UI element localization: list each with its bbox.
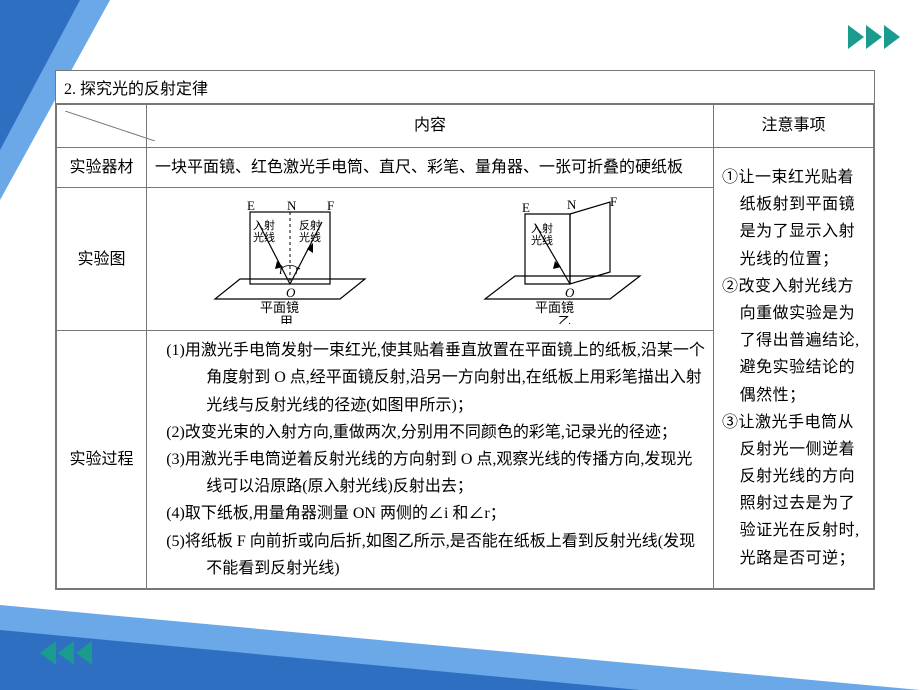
- diagram-b: E N F 入射 光线 O 平面镜 乙: [465, 194, 665, 324]
- header-diag-cell: [57, 105, 147, 148]
- svg-text:光线: 光线: [531, 233, 553, 247]
- header-content: 内容: [147, 105, 714, 148]
- process-step: (5)将纸板 F 向前折或向后折,如图乙所示,是否能在纸板上看到反射光线(发现不…: [155, 528, 705, 582]
- notes-cell: ①让一束红光贴着纸板射到平面镜是为了显示入射光线的位置； ②改变入射光线方向重做…: [714, 148, 874, 589]
- svg-text:N: N: [287, 198, 297, 213]
- sheet-title: 2. 探究光的反射定律: [56, 71, 874, 104]
- arrow-decoration-right: [848, 25, 900, 49]
- process-cell: (1)用激光手电筒发射一束红光,使其贴着垂直放置在平面镜上的纸板,沿某一个角度射…: [147, 331, 714, 589]
- process-step: (3)用激光手电筒逆着反射光线的方向射到 O 点,观察光线的传播方向,发现光线可…: [155, 446, 705, 500]
- note-item: ②改变入射光线方向重做实验是为了得出普遍结论,避免实验结论的偶然性；: [722, 273, 865, 409]
- svg-text:甲: 甲: [280, 314, 293, 324]
- header-notes: 注意事项: [714, 105, 874, 148]
- svg-text:F: F: [610, 194, 617, 209]
- svg-text:乙: 乙: [558, 314, 571, 324]
- svg-text:平面镜: 平面镜: [260, 300, 299, 315]
- svg-text:光线: 光线: [299, 230, 321, 244]
- process-step: (1)用激光手电筒发射一束红光,使其贴着垂直放置在平面镜上的纸板,沿某一个角度射…: [155, 337, 705, 419]
- svg-text:i: i: [279, 262, 283, 277]
- process-label: 实验过程: [57, 331, 147, 589]
- note-item: ①让一束红光贴着纸板射到平面镜是为了显示入射光线的位置；: [722, 164, 865, 273]
- svg-text:E: E: [247, 198, 255, 213]
- process-step: (4)取下纸板,用量角器测量 ON 两侧的∠i 和∠r；: [155, 500, 705, 527]
- svg-text:E: E: [522, 200, 530, 215]
- svg-text:F: F: [327, 198, 334, 213]
- slide-background: 2. 探究光的反射定律 内容 注意事项 实验器材 一块平面镜、红色激光手电筒、直…: [0, 0, 920, 690]
- svg-text:O: O: [286, 285, 296, 300]
- equipment-label: 实验器材: [57, 148, 147, 188]
- svg-text:N: N: [567, 197, 577, 212]
- arrow-decoration-left: [40, 641, 92, 665]
- diagram-label: 实验图: [57, 188, 147, 331]
- content-sheet: 2. 探究光的反射定律 内容 注意事项 实验器材 一块平面镜、红色激光手电筒、直…: [55, 70, 875, 590]
- svg-text:入射: 入射: [253, 218, 275, 232]
- svg-text:光线: 光线: [253, 230, 275, 244]
- svg-text:平面镜: 平面镜: [535, 300, 574, 315]
- diagram-a: E N F 入射 光线 反射 光线 i r O 平面镜: [195, 194, 385, 324]
- note-item: ③让激光手电筒从反射光一侧逆着反射光线的方向照射过去是为了验证光在反射时,光路是…: [722, 409, 865, 572]
- main-table: 内容 注意事项 实验器材 一块平面镜、红色激光手电筒、直尺、彩笔、量角器、一张可…: [56, 104, 874, 589]
- equipment-text: 一块平面镜、红色激光手电筒、直尺、彩笔、量角器、一张可折叠的硬纸板: [147, 148, 714, 188]
- svg-text:O: O: [565, 285, 575, 300]
- svg-text:入射: 入射: [531, 221, 553, 235]
- bottom-triangle-dark: [0, 630, 640, 690]
- diagram-cell: E N F 入射 光线 反射 光线 i r O 平面镜: [147, 188, 714, 331]
- process-step: (2)改变光束的入射方向,重做两次,分别用不同颜色的彩笔,记录光的径迹；: [155, 419, 705, 446]
- svg-text:反射: 反射: [299, 218, 321, 232]
